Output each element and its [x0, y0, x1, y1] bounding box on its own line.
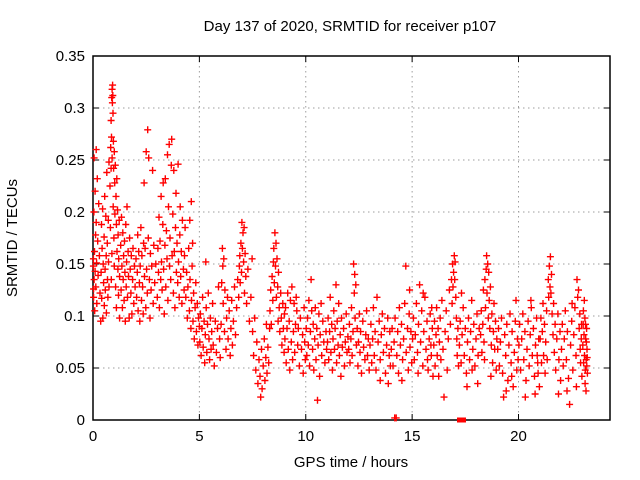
- x-tick-label: 0: [89, 428, 97, 445]
- y-tick-label: 0.3: [64, 100, 85, 117]
- y-tick-label: 0.05: [56, 360, 85, 377]
- y-tick-label: 0: [77, 412, 85, 429]
- y-tick-label: 0.35: [56, 48, 85, 65]
- y-axis-label: SRMTID / TECUs: [4, 179, 21, 297]
- x-tick-label: 5: [195, 428, 203, 445]
- chart-title: Day 137 of 2020, SRMTID for receiver p10…: [204, 18, 497, 35]
- x-tick-labels: 0 5 10 15 20: [89, 428, 527, 445]
- y-tick-label: 0.2: [64, 204, 85, 221]
- data-points: [89, 81, 591, 423]
- x-tick-label: 20: [510, 428, 527, 445]
- x-tick-label: 10: [297, 428, 314, 445]
- plot-border: [92, 55, 611, 421]
- y-tick-label: 0.1: [64, 308, 85, 325]
- x-tick-label: 15: [404, 428, 421, 445]
- x-axis-label: GPS time / hours: [294, 454, 408, 471]
- y-tick-labels: 0 0.05 0.1 0.15 0.2 0.25 0.3 0.35: [56, 48, 85, 429]
- grid-lines: [93, 56, 610, 420]
- scatter-points-plus: [89, 81, 591, 422]
- scatter-point-square: [459, 417, 466, 423]
- y-tick-label: 0.25: [56, 152, 85, 169]
- y-tick-label: 0.15: [56, 256, 85, 273]
